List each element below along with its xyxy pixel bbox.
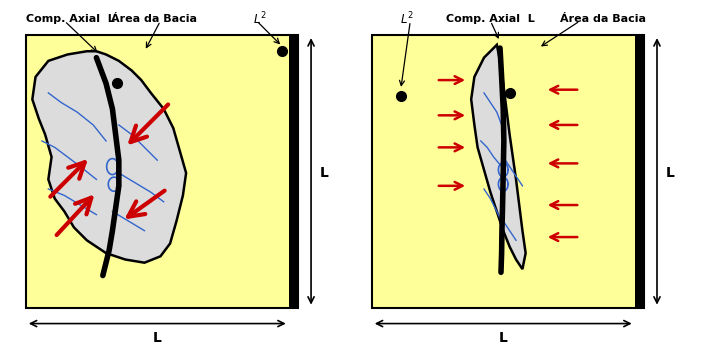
Text: L: L xyxy=(152,331,162,345)
Text: $L^2$: $L^2$ xyxy=(253,10,267,27)
Bar xyxy=(26,35,298,308)
Text: Comp. Axial  L: Comp. Axial L xyxy=(26,13,114,24)
Bar xyxy=(289,35,298,308)
Bar xyxy=(635,35,644,308)
Text: Comp. Axial  L: Comp. Axial L xyxy=(446,13,534,24)
Bar xyxy=(372,35,644,308)
Text: L: L xyxy=(498,331,508,345)
Text: Área da Bacia: Área da Bacia xyxy=(111,13,197,24)
Text: L: L xyxy=(665,166,674,180)
Text: Área da Bacia: Área da Bacia xyxy=(560,13,645,24)
Text: $L^2$: $L^2$ xyxy=(400,10,414,27)
Text: L: L xyxy=(319,166,328,180)
Polygon shape xyxy=(471,45,526,269)
Polygon shape xyxy=(32,51,186,263)
